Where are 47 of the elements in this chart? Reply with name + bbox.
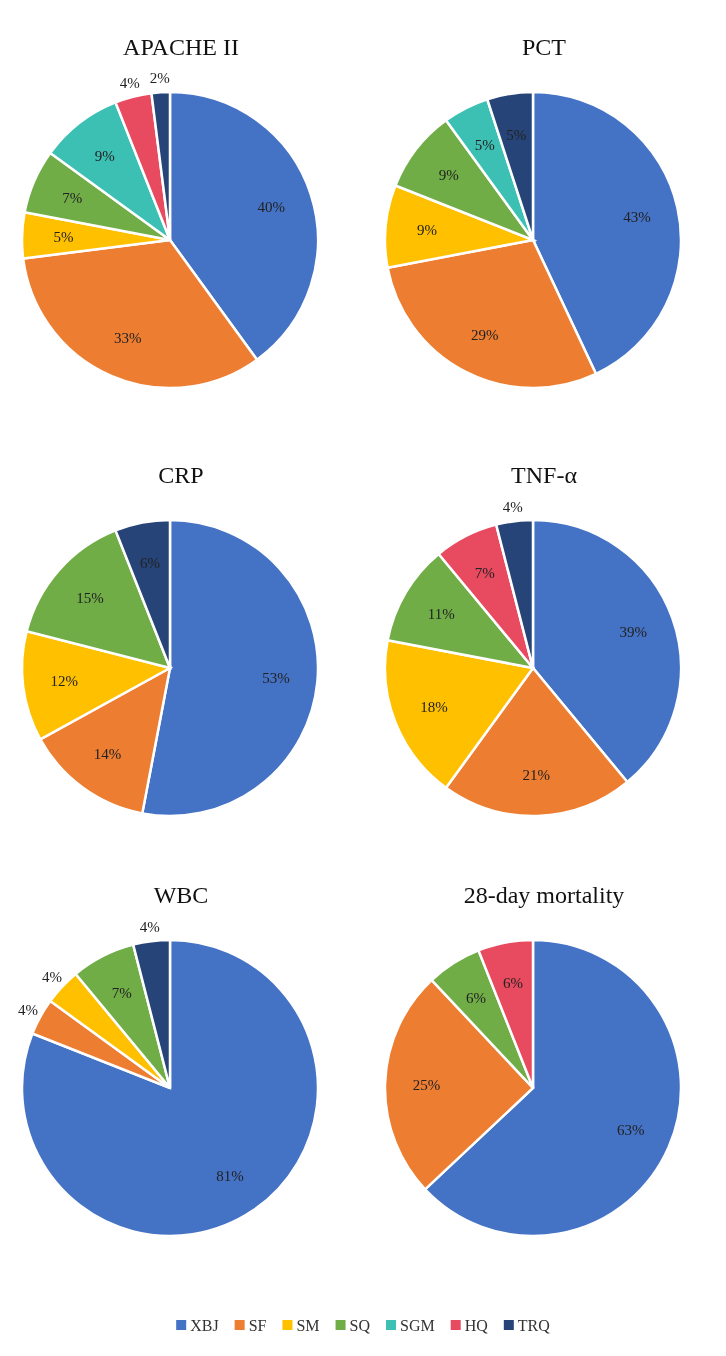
legend-label: SM (296, 1316, 320, 1334)
pie-slice (20, 938, 320, 1238)
chart-title: TNF-α (511, 462, 578, 488)
data-label: 7% (62, 189, 83, 206)
data-label: 40% (257, 199, 286, 216)
data-label: 11% (427, 605, 455, 622)
legend-label: SQ (349, 1316, 371, 1334)
data-label: 9% (438, 166, 459, 183)
data-label: 9% (416, 221, 437, 238)
data-label: 9% (94, 147, 115, 164)
chart-title: APACHE II (123, 34, 239, 60)
data-label: 39% (619, 623, 648, 640)
data-label: 7% (111, 985, 132, 1002)
data-label: 14% (93, 746, 122, 763)
data-label: 4% (119, 75, 140, 92)
data-label: 6% (465, 990, 486, 1007)
legend-label: TRQ (517, 1316, 551, 1334)
legend-label: SF (248, 1316, 267, 1334)
data-label: 6% (140, 555, 161, 572)
chart-title: WBC (153, 882, 209, 908)
data-label: 21% (522, 766, 551, 783)
data-label: 5% (53, 228, 74, 245)
data-label: 5% (506, 126, 527, 143)
legend-label: HQ (464, 1316, 489, 1334)
data-label: 7% (474, 565, 495, 582)
data-label: 25% (412, 1076, 441, 1093)
data-label: 81% (216, 1168, 244, 1185)
data-label: 4% (41, 969, 62, 986)
data-label: 63% (617, 1122, 645, 1139)
data-label: 43% (623, 208, 651, 225)
data-label: 6% (503, 975, 524, 992)
data-label: 53% (262, 670, 290, 687)
data-label: 2% (149, 70, 170, 87)
data-label: 4% (18, 1001, 39, 1018)
data-label: 29% (470, 326, 499, 343)
chart-title: PCT (521, 34, 567, 60)
data-label: 18% (420, 699, 448, 716)
data-label: 15% (76, 589, 104, 606)
legend-label: XBJ (190, 1316, 219, 1334)
legend-label: SGM (400, 1316, 435, 1334)
chart-title: 28-day mortality (463, 882, 625, 908)
chart-title: CRP (158, 462, 204, 488)
data-label: 5% (474, 137, 495, 154)
data-label: 12% (50, 673, 79, 690)
data-label: 33% (113, 329, 142, 346)
data-label: 4% (502, 499, 523, 516)
data-label: 4% (139, 919, 160, 936)
